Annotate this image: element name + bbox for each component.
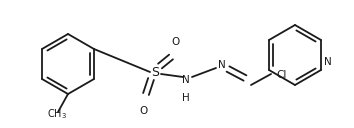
Text: S: S [151, 66, 159, 78]
Text: N: N [324, 57, 332, 67]
Text: O: O [172, 37, 180, 47]
Text: O: O [139, 106, 147, 116]
Text: H: H [182, 93, 190, 103]
Text: Cl: Cl [276, 70, 287, 80]
Text: N: N [182, 75, 190, 85]
Text: CH$_3$: CH$_3$ [47, 107, 67, 121]
Text: N: N [218, 60, 226, 70]
